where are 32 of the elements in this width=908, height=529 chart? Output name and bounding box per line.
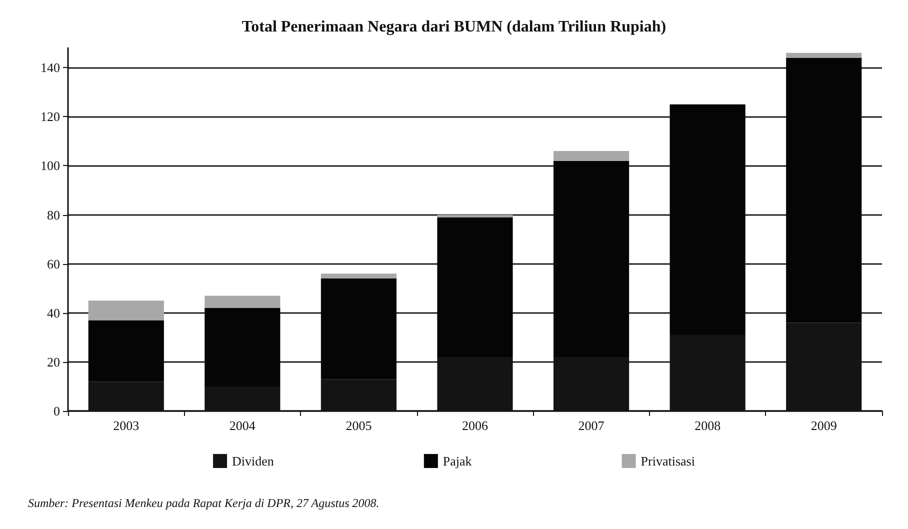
x-tick-label: 2007 — [578, 418, 605, 433]
legend-label: Privatisasi — [640, 454, 696, 468]
bar — [88, 300, 164, 320]
y-tick-label: 0 — [54, 404, 60, 418]
bar — [204, 296, 280, 308]
y-tick-label: 120 — [40, 109, 60, 124]
y-tick-label: 40 — [47, 305, 60, 320]
legend-label: Pajak — [442, 454, 472, 468]
bar — [553, 151, 630, 161]
bar — [204, 308, 280, 386]
legend-label: Dividen — [232, 454, 274, 468]
x-tick-label: 2009 — [810, 418, 837, 433]
y-tick-label: 60 — [47, 256, 60, 272]
bar — [437, 217, 513, 358]
x-tick-label: 2005 — [346, 418, 372, 433]
y-tick-label: 100 — [40, 158, 60, 174]
chart-title: Total Penerimaan Negara dari BUMN (dalam Triliun Rupiah) — [242, 18, 666, 36]
x-tick-label: 2006 — [462, 418, 488, 433]
bar — [786, 52, 862, 58]
x-tick-label: 2003 — [113, 418, 140, 433]
bar — [553, 160, 630, 358]
x-tick-label: 2008 — [694, 418, 721, 433]
y-tick-label: 140 — [40, 60, 60, 76]
text: Sumber: Presentasi Menkeu pada Rapat Kerja di DPR, 27 Agustus 2008. — [28, 496, 380, 510]
bar — [320, 274, 397, 279]
x-tick-label: 2004 — [229, 418, 256, 433]
bar — [320, 278, 397, 380]
y-tick-label: 20 — [47, 354, 60, 370]
bar — [786, 58, 862, 323]
bar — [88, 320, 164, 382]
bar — [670, 104, 746, 335]
y-tick-label: 80 — [47, 207, 60, 222]
